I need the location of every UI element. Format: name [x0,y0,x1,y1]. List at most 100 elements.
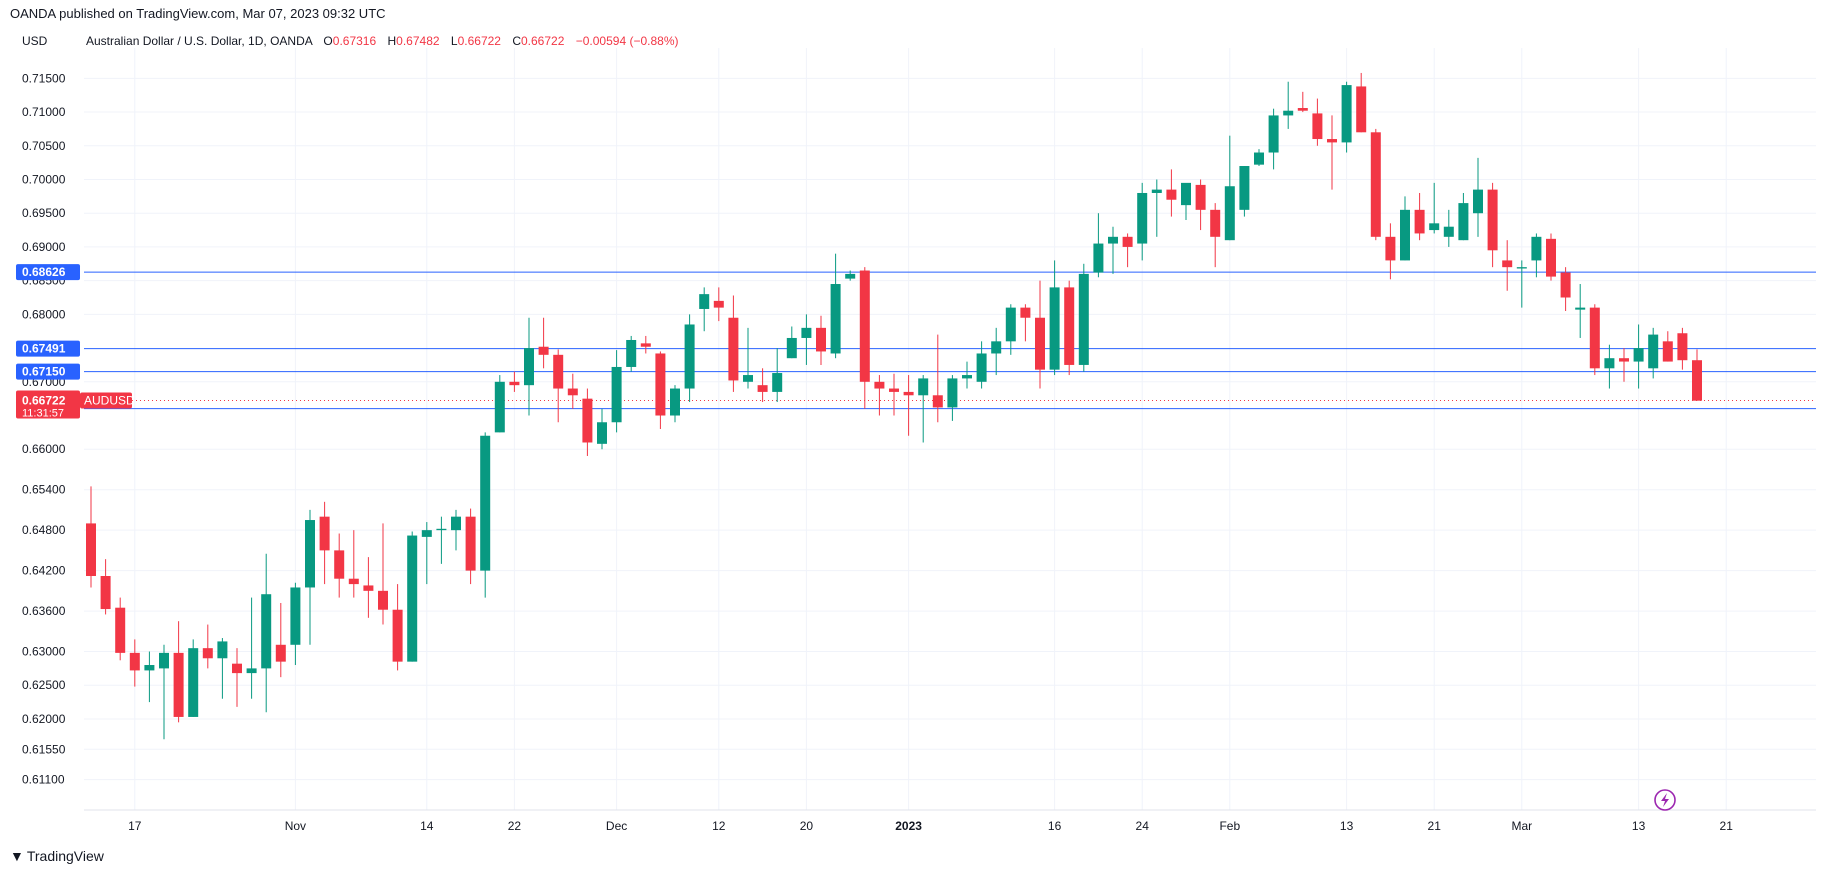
close-label: C [512,34,521,48]
high-label: H [387,34,397,48]
price-tags: 0.686260.674910.671500.666030.6672211:31… [16,264,135,420]
tradingview-brand[interactable]: ▼ TradingView [10,848,104,864]
candle-body [524,348,534,386]
candle-body [932,395,943,408]
candle-body [319,516,330,551]
candle-body [947,378,958,408]
candle-body [1589,307,1600,369]
candle-body [1370,132,1381,237]
candle-body [670,388,680,416]
x-tick-label: 24 [1136,819,1150,833]
candle-body [188,648,199,717]
candle-body [407,535,418,662]
candle-body [859,270,870,382]
candle-body [1400,209,1410,261]
candle-body [1224,186,1235,241]
candle-body [261,594,272,669]
candle-body [100,576,111,610]
x-tick-label: 2023 [895,819,922,833]
y-tick-label: 0.70500 [22,139,66,153]
candle-body [494,381,505,433]
y-tick-label: 0.69500 [22,206,66,220]
candle-body [509,381,520,386]
chart-grid [84,48,1816,811]
change-value: −0.00594 (−0.88%) [575,34,679,48]
instrument-name: Australian Dollar / U.S. Dollar, 1D, OAN… [86,34,313,48]
y-tick-label: 0.71500 [22,71,66,85]
candle-body [1560,272,1571,298]
y-tick-label: 0.63600 [22,604,66,618]
candle-body [553,354,564,389]
candle-body [1268,115,1279,153]
y-tick-label: 0.61100 [22,773,65,787]
candle-body [1531,236,1542,261]
candle-body [1429,223,1440,231]
y-tick-label: 0.64200 [22,564,66,578]
lightning-icon[interactable] [1654,789,1676,811]
candle-body [801,327,812,338]
price-tag-label: 0.67150 [22,365,66,379]
candle-body [1195,184,1206,210]
candle-body [699,294,710,309]
time-axis[interactable]: 17 Nov 14 22 Dec 12 20 2023 16 24 Feb 13 21 Mar 13 21 [128,819,1733,833]
x-tick-label: 21 [1720,819,1734,833]
candle-body [757,385,768,392]
x-tick-label: Nov [285,819,306,833]
candle-body [1443,226,1454,237]
candle-body [772,373,783,392]
candle-body [305,520,315,588]
candle-body [1619,358,1629,362]
candle-body [246,668,257,674]
candle-body [290,587,301,645]
candle-body [889,388,899,392]
candle-body [1005,307,1016,342]
x-tick-label: 12 [712,819,726,833]
candle-body [1122,236,1133,247]
candle-body [640,343,651,347]
candle-body [597,422,607,444]
candle-body [903,391,914,396]
candle-body [611,366,622,423]
candle-body [918,378,929,396]
x-tick-label: Feb [1219,819,1240,833]
open-value: 0.67316 [332,34,377,48]
candle-body [713,300,724,308]
candle-body [684,324,695,389]
price-tag-label: 0.67491 [22,342,66,356]
candle-body [232,663,242,674]
candle-body [655,353,666,416]
candle-body [1210,209,1221,237]
candle-body [1502,260,1513,268]
x-tick-label: Dec [606,819,627,833]
price-axis[interactable]: 0.61100 0.61550 0.62000 0.62500 0.63000 0.636… [22,71,66,786]
candle-body [1458,203,1469,241]
candle-body [115,607,126,653]
candle-body [1516,267,1527,269]
candle-body [1078,273,1089,365]
y-tick-label: 0.70000 [22,172,66,186]
candle-body [1414,209,1425,234]
low-value: 0.66722 [457,34,501,48]
low-label: L [450,34,458,48]
candle-body [1341,85,1352,143]
x-tick-label: 17 [128,819,142,833]
candle-body [1035,317,1045,370]
x-tick-label: 14 [420,819,434,833]
y-tick-label: 0.64800 [22,523,66,537]
candle-body [786,337,797,359]
candle-body [1546,238,1556,277]
candle-body [363,585,374,591]
countdown-label: 11:31:57 [22,408,64,420]
candle-body [436,528,447,531]
symbol-tag-label: AUDUSD [84,394,135,408]
candle-body [962,375,972,379]
candle-body [976,353,987,382]
symbol-tag-bg [80,392,132,409]
candle-body [1662,341,1673,362]
candle-body [830,284,841,354]
candle-body [1312,113,1323,140]
y-tick-label: 0.62000 [22,712,66,726]
candle-body [1297,108,1308,111]
candle-body [1020,307,1031,318]
